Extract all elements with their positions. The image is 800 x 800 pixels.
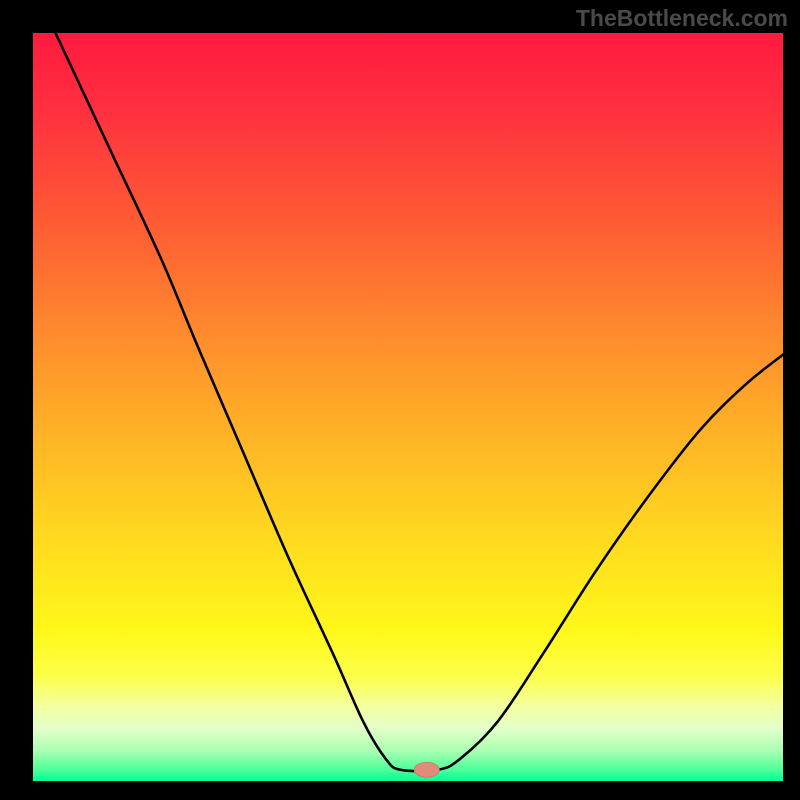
bottleneck-curve [33, 33, 783, 781]
watermark-text: TheBottleneck.com [576, 5, 788, 32]
bottleneck-curve-path [56, 33, 784, 771]
plot-area [33, 33, 783, 781]
chart-stage: TheBottleneck.com [0, 0, 800, 800]
bottleneck-marker [414, 762, 440, 777]
